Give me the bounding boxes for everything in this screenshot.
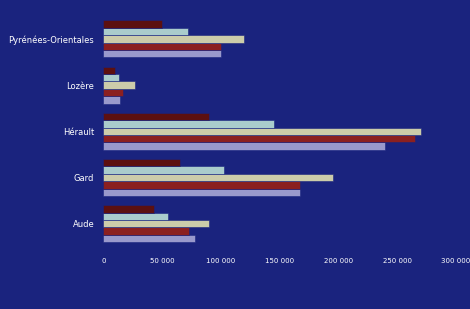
Bar (103, 67, 115, 74)
Bar (103, 135, 415, 142)
Bar (103, 89, 123, 96)
Bar (103, 120, 274, 128)
Bar (103, 43, 221, 50)
Bar (103, 213, 168, 220)
Bar (103, 181, 300, 189)
Bar (103, 81, 135, 89)
Bar (103, 205, 154, 213)
Bar (103, 174, 333, 181)
Bar (103, 159, 180, 167)
Bar (103, 28, 188, 35)
Bar (103, 113, 209, 120)
Bar (103, 35, 244, 43)
Bar (103, 220, 209, 227)
Bar (103, 96, 120, 104)
Bar (103, 20, 162, 28)
Bar (103, 50, 221, 57)
Bar (103, 189, 300, 196)
Bar (103, 227, 189, 235)
Bar (103, 74, 118, 81)
Bar (103, 128, 421, 135)
Bar (103, 167, 225, 174)
Bar (103, 142, 385, 150)
Bar (103, 235, 195, 242)
